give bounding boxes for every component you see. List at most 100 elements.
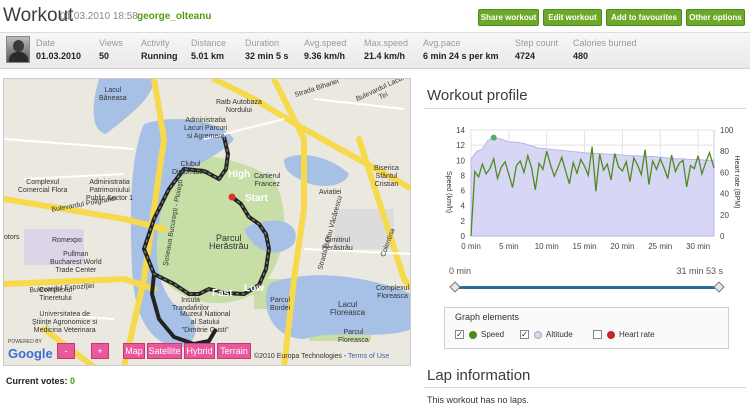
map-label: Aviatiei	[319, 189, 342, 196]
range-start-handle[interactable]	[449, 281, 461, 293]
heart-rate-swatch	[607, 330, 615, 339]
x-tick-label: 20 min	[610, 242, 634, 251]
marker-start[interactable]: Start	[245, 193, 268, 204]
legend-heart-rate[interactable]: Heart rate	[593, 330, 655, 340]
stat-max-speed: Max.speed 21.4 km/h	[364, 38, 409, 61]
y2-tick-label: 20	[720, 211, 729, 220]
speed-checkbox[interactable]: ✓	[455, 330, 464, 340]
map-type-satellite-button[interactable]: Satellite	[147, 343, 182, 359]
marker-low[interactable]: Low	[244, 283, 264, 294]
map-label: Romexpo	[52, 237, 82, 244]
y-tick-label: 2	[461, 217, 466, 226]
map-label: Biserica Sfântul Cristian	[374, 165, 399, 188]
x-tick-label: 10 min	[535, 242, 559, 251]
map-label: Muzeul National al Satului "Dimitrie Gus…	[180, 311, 231, 334]
add-to-favourites-button[interactable]: Add to favourites	[606, 9, 682, 26]
page-header: Workout 01.03.2010 18:58 george_olteanu …	[0, 0, 750, 32]
x-tick-label: 0 min	[461, 242, 481, 251]
map-label: Complexul Floreasca	[376, 285, 410, 300]
no-laps-message: This workout has no laps.	[427, 395, 530, 405]
time-range-labels: 0 min 31 min 53 s	[449, 266, 723, 276]
workout-datetime: 01.03.2010 18:58	[60, 11, 138, 22]
marker-fast[interactable]: Fast	[212, 288, 233, 299]
stat-date: Date 01.03.2010	[36, 38, 82, 61]
map-canvas[interactable]	[4, 79, 411, 366]
map-label: Cimitirul Herăstrău	[322, 237, 353, 252]
map-label: Clubul Diplomatilor	[172, 161, 209, 176]
map-label: Lacul Băneasa	[99, 87, 127, 102]
avatar[interactable]	[6, 36, 30, 63]
map-label: Ratb Autobaza Nordului	[216, 99, 262, 114]
altitude-swatch	[534, 330, 542, 339]
map-label: Parcul Bordei	[270, 297, 291, 312]
range-end-handle[interactable]	[713, 281, 725, 293]
map-copyright: ©2010 Europa Technologies - Terms of Use	[254, 353, 390, 360]
route-map[interactable]: Lacul Băneasa Şoseaua Bucureşti - Ploieş…	[3, 78, 411, 366]
map-label: Administratia Lacuri Parcuri si Agrement	[184, 117, 228, 140]
legend-speed[interactable]: ✓ Speed	[455, 330, 505, 340]
stat-duration: Duration 32 min 5 s	[245, 38, 289, 61]
share-workout-button[interactable]: Share workout	[478, 9, 539, 26]
stat-calories: Calories burned 480	[573, 38, 637, 61]
chart-y2-axis-label: Heart rate (BPM)	[733, 156, 740, 209]
x-tick-label: 5 min	[499, 242, 519, 251]
x-tick-label: 25 min	[648, 242, 672, 251]
zoom-out-button[interactable]: -	[57, 343, 75, 359]
map-type-map-button[interactable]: Map	[123, 343, 145, 359]
range-start-label: 0 min	[449, 266, 472, 276]
altitude-checkbox[interactable]: ✓	[520, 330, 529, 340]
stat-step-count: Step count 4724	[515, 38, 559, 61]
speed-line	[470, 146, 715, 237]
terms-of-use-link[interactable]: Terms of Use	[348, 353, 390, 360]
map-label: Administratia Patrimoniului Public Secto…	[86, 179, 134, 202]
map-label: Cartierul Francez	[254, 173, 281, 188]
speed-swatch	[469, 330, 477, 339]
stat-activity: Activity Running	[141, 38, 178, 61]
user-link[interactable]: george_olteanu	[137, 11, 212, 22]
stat-avg-pace: Avg.pace 6 min 24 s per km	[423, 38, 499, 61]
google-logo[interactable]: POWERED BY Google	[8, 339, 53, 361]
y-tick-label: 6	[461, 187, 466, 196]
y-tick-label: 4	[461, 202, 466, 211]
y2-tick-label: 0	[720, 232, 725, 241]
lake-baneasa	[93, 79, 154, 134]
workout-profile-chart[interactable]: 0 2 4 6 8 10 12 14 0 20 40 60 80 100 0 min 5 min 10 min 1…	[425, 112, 743, 260]
y2-tick-label: 80	[720, 147, 729, 156]
map-type-terrain-button[interactable]: Terrain	[217, 343, 251, 359]
legend-altitude[interactable]: ✓ Altitude	[520, 330, 573, 340]
y-tick-label: 14	[456, 126, 465, 135]
x-tick-label: 15 min	[573, 242, 597, 251]
other-options-button[interactable]: Other options	[686, 9, 745, 26]
lake-floreasca	[265, 275, 410, 339]
park-herastrau	[148, 155, 285, 304]
graph-elements-panel: Graph elements ✓ Speed ✓ Altitude Heart ra…	[444, 307, 729, 349]
start-point	[228, 193, 236, 201]
map-label: Lacul Floreasca	[330, 300, 366, 317]
current-votes: Current votes: 0	[6, 376, 76, 386]
workout-stats-bar: Date 01.03.2010 Views 50 Activity Running D…	[0, 32, 750, 69]
y2-tick-label: 100	[720, 126, 734, 135]
map-label: Universitatea de Ştiinţe Agronomice si M…	[32, 311, 98, 334]
y-tick-label: 8	[461, 171, 466, 180]
time-range-slider[interactable]	[454, 286, 720, 289]
marker-high[interactable]: High	[228, 169, 251, 180]
stat-views: Views 50	[99, 38, 123, 61]
speed-peak-point	[490, 134, 497, 141]
map-label: Complexul Tineretului	[39, 287, 73, 302]
y2-tick-label: 40	[720, 190, 729, 199]
lap-information-title: Lap information	[427, 367, 531, 384]
map-type-hybrid-button[interactable]: Hybrid	[184, 343, 215, 359]
zoom-in-button[interactable]: +	[91, 343, 109, 359]
workout-profile-title: Workout profile	[427, 87, 528, 104]
graph-elements-title: Graph elements	[455, 312, 520, 322]
chart-y-axis-label: Speed (km/h)	[445, 171, 452, 213]
map-label: Complexul Comercial Flora	[18, 179, 68, 194]
stat-distance: Distance 5.01 km	[191, 38, 227, 61]
page-title: Workout	[3, 5, 74, 26]
stat-avg-speed: Avg.speed 9.36 km/h	[304, 38, 347, 61]
y-tick-label: 0	[461, 232, 466, 241]
edit-workout-button[interactable]: Edit workout	[543, 9, 602, 26]
map-label: otors	[4, 234, 20, 241]
map-label: Pullman Bucharest World Trade Center	[50, 251, 102, 274]
heart-rate-checkbox[interactable]	[593, 330, 602, 340]
